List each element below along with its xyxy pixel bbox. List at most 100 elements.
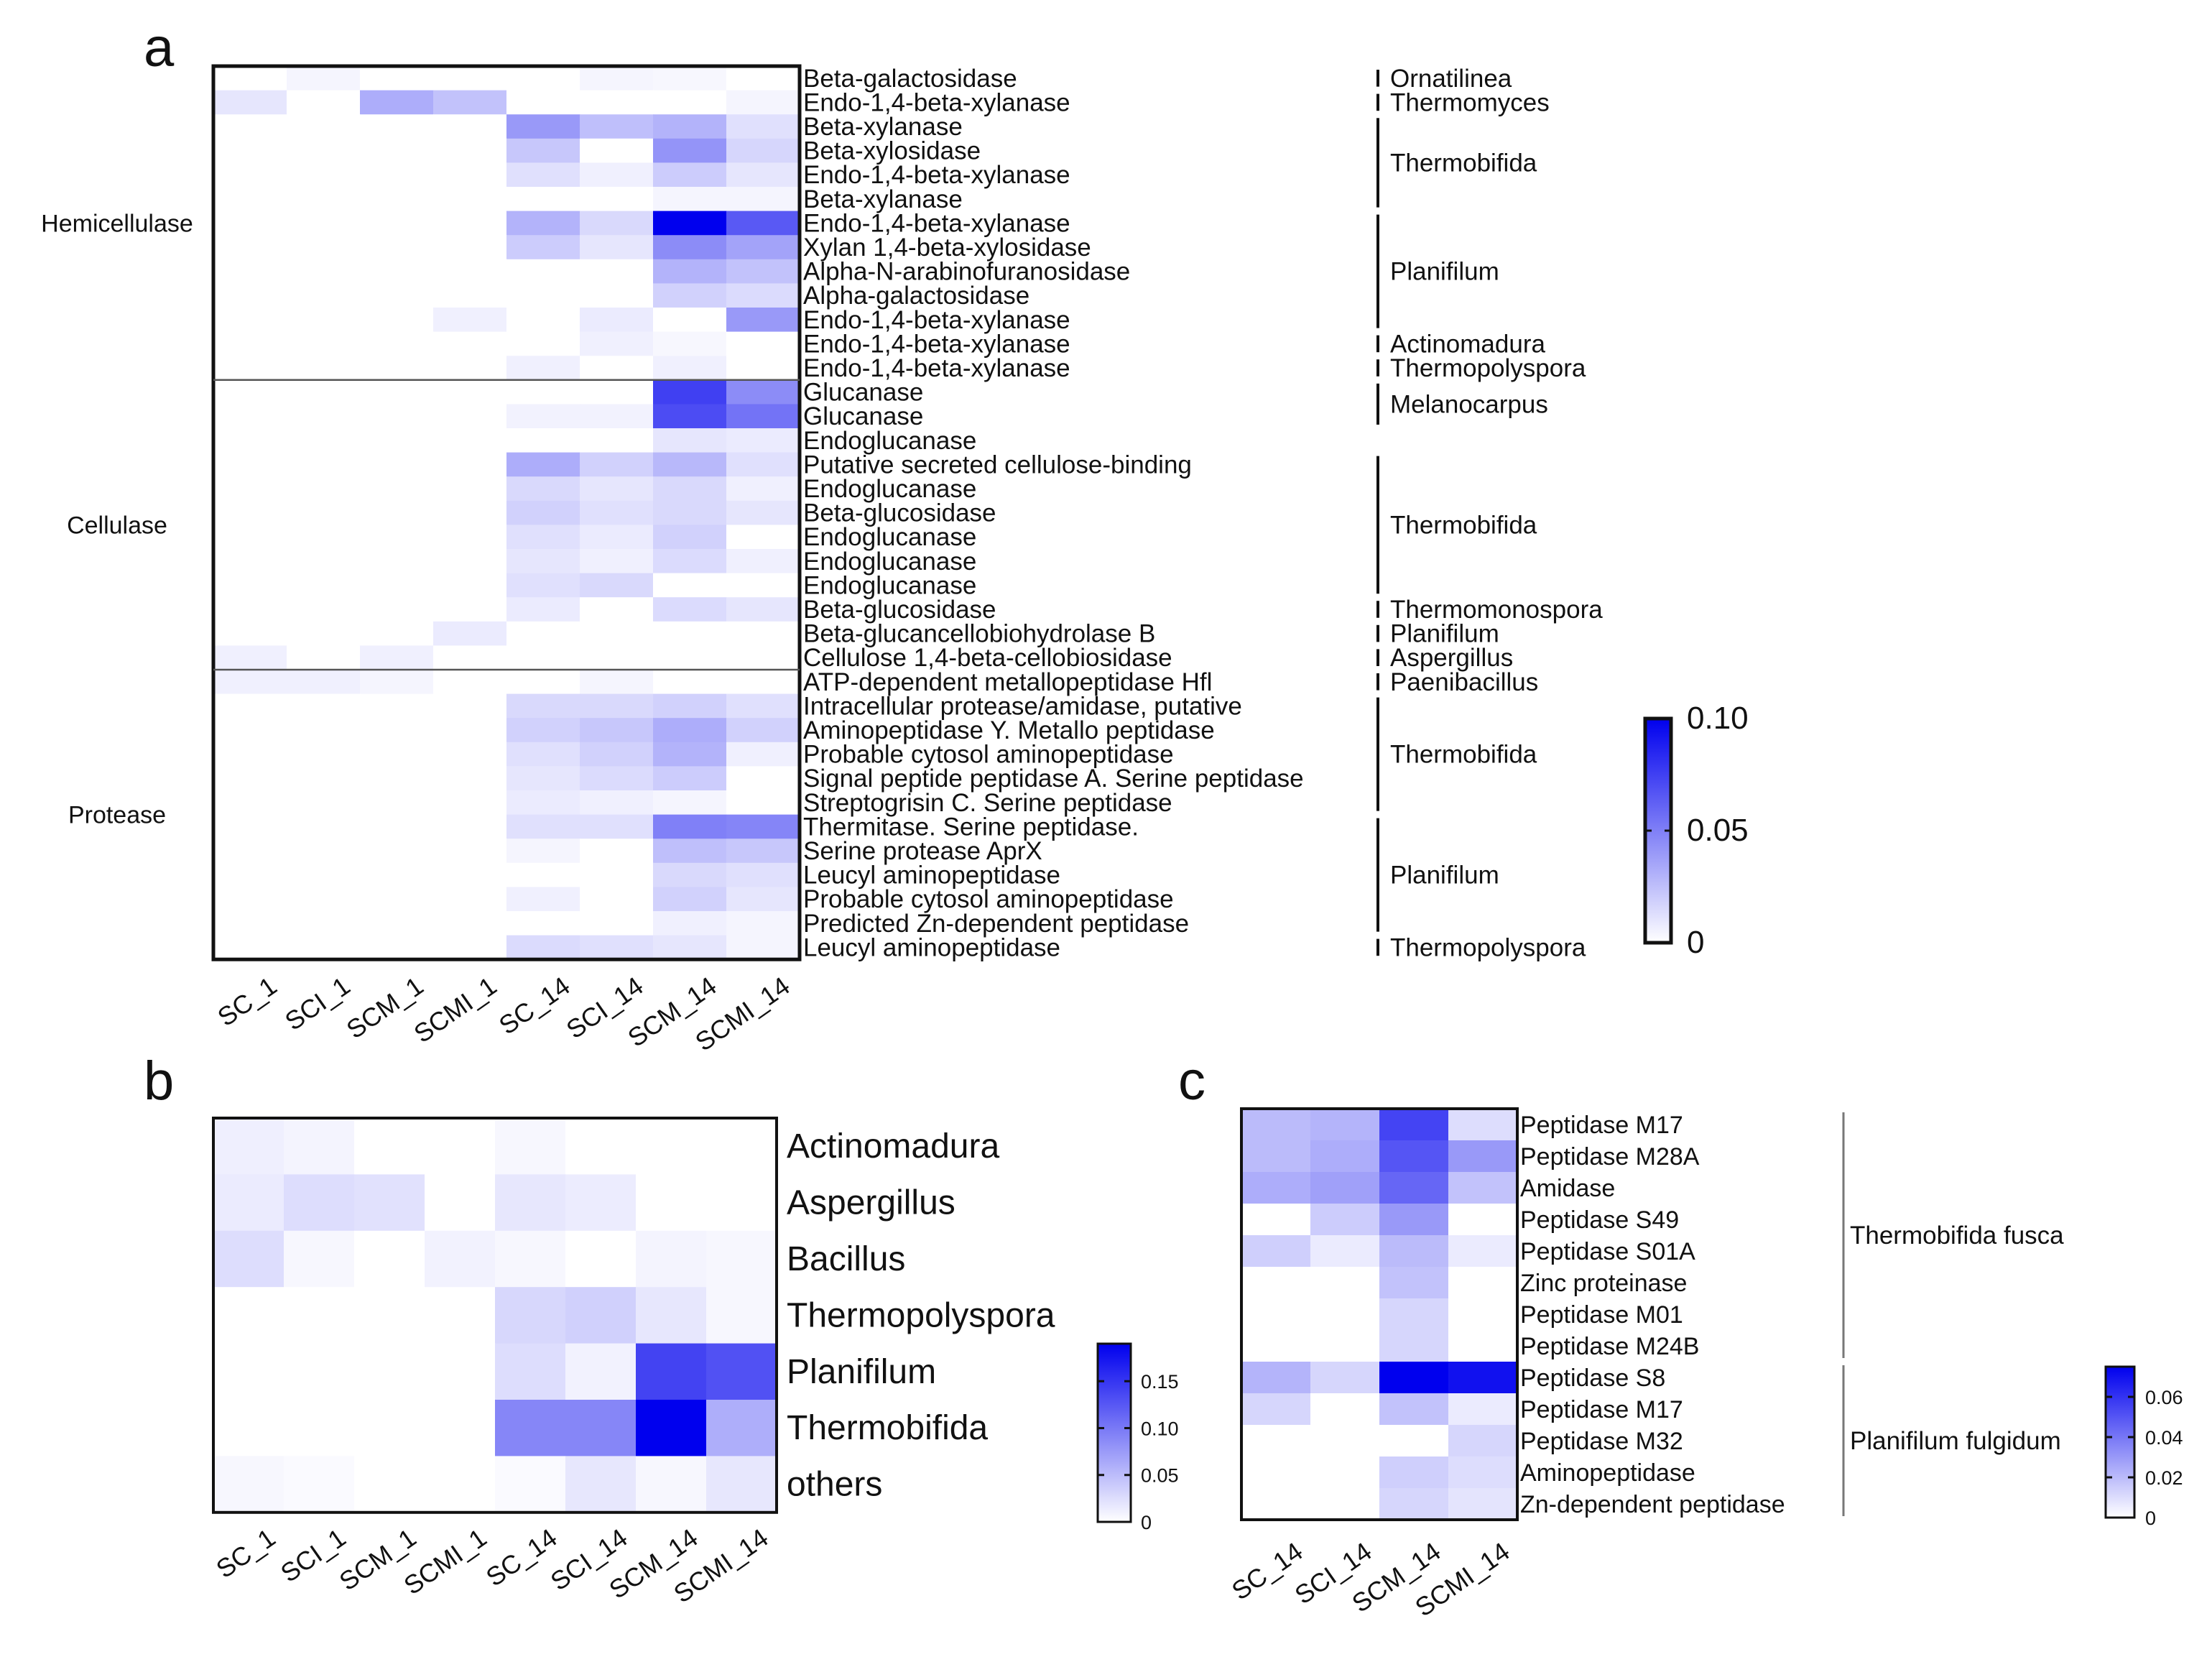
- heatmap-cell: [580, 211, 654, 236]
- heatmap-cell: [213, 259, 287, 284]
- heatmap-cell: [287, 549, 361, 574]
- heatmap-cell: [287, 862, 361, 887]
- heatmap-cell: [565, 1400, 637, 1456]
- colorbar: [2104, 1365, 2136, 1519]
- heatmap-cell: [580, 235, 654, 260]
- heatmap-cell: [1379, 1425, 1449, 1457]
- heatmap-cell: [433, 259, 507, 284]
- heatmap-cell: [495, 1287, 566, 1344]
- colorbar-tick-label: 0: [2145, 1508, 2156, 1529]
- heatmap-cell: [433, 452, 507, 477]
- heatmap-cell: [360, 138, 434, 163]
- heatmap-cell: [580, 138, 654, 163]
- heatmap-cell: [433, 114, 507, 139]
- heatmap-cell: [506, 356, 580, 381]
- heatmap-cell: [495, 1174, 566, 1232]
- heatmap-cell: [726, 766, 800, 791]
- heatmap-cell: [506, 138, 580, 163]
- heatmap-cell: [213, 839, 287, 864]
- heatmap-cell: [726, 814, 800, 839]
- heatmap-cell: [1448, 1140, 1518, 1173]
- row-label: Endoglucanase: [803, 548, 976, 576]
- heatmap-cell: [506, 597, 580, 622]
- heatmap-cell: [213, 283, 287, 308]
- row-label: Peptidase M24B: [1520, 1333, 1700, 1360]
- heatmap-cell: [287, 693, 361, 719]
- heatmap-cell: [213, 308, 287, 333]
- heatmap-cell: [433, 645, 507, 670]
- heatmap-cell: [213, 1118, 284, 1175]
- row-label: Planifilum: [787, 1353, 936, 1391]
- heatmap-cell: [1379, 1330, 1449, 1362]
- row-label: Peptidase S01A: [1520, 1238, 1695, 1265]
- panel-letter: c: [1178, 1051, 1206, 1112]
- heatmap-cell: [495, 1400, 566, 1456]
- heatmap-cell: [360, 645, 434, 670]
- heatmap-cell: [213, 138, 287, 163]
- row-label: Peptidase M01: [1520, 1301, 1683, 1329]
- heatmap-cell: [726, 138, 800, 163]
- x-tick-label: SC_1: [210, 1523, 280, 1584]
- heatmap-cell: [1241, 1172, 1311, 1204]
- heatmap-cell: [287, 162, 361, 188]
- heatmap-cell: [1310, 1393, 1380, 1426]
- heatmap-frame: [1240, 1107, 1519, 1521]
- heatmap-cell: [213, 766, 287, 791]
- heatmap-cell: [433, 500, 507, 525]
- row-label: Peptidase M28A: [1520, 1143, 1700, 1171]
- heatmap-cell: [636, 1230, 707, 1288]
- heatmap-cell: [653, 621, 727, 646]
- heatmap-cell: [354, 1343, 425, 1400]
- heatmap-cell: [506, 259, 580, 284]
- heatmap-cell: [653, 693, 727, 719]
- heatmap-cell: [506, 211, 580, 236]
- organism-label: Thermobifida fusca: [1850, 1222, 2064, 1250]
- organism-label: Planifilum fulgidum: [1850, 1427, 2061, 1455]
- heatmap-cell: [433, 476, 507, 502]
- heatmap-cell: [284, 1230, 355, 1288]
- row-label: Probable cytosol aminopeptidase: [803, 741, 1174, 769]
- heatmap-cell: [360, 887, 434, 912]
- heatmap-cell: [580, 814, 654, 839]
- heatmap-cell: [726, 114, 800, 139]
- heatmap-cell: [565, 1230, 637, 1288]
- heatmap-cell: [425, 1287, 496, 1344]
- row-label: Serine protease AprX: [803, 837, 1042, 865]
- heatmap-cell: [287, 476, 361, 502]
- heatmap-cell: [213, 379, 287, 405]
- row-label: Aspergillus: [787, 1184, 955, 1222]
- heatmap-cell: [726, 90, 800, 115]
- heatmap-cell: [360, 549, 434, 574]
- heatmap-cell: [506, 670, 580, 695]
- heatmap-cell: [580, 766, 654, 791]
- heatmap-cell: [1241, 1456, 1311, 1489]
- heatmap-cell: [726, 187, 800, 212]
- heatmap-cell: [580, 308, 654, 333]
- row-label: Intracellular protease/amidase, putative: [803, 692, 1242, 720]
- heatmap-cell: [1448, 1330, 1518, 1362]
- heatmap-cell: [433, 356, 507, 381]
- heatmap-cell: [433, 718, 507, 743]
- heatmap-cell: [425, 1343, 496, 1400]
- row-label: Bacillus: [787, 1240, 905, 1278]
- heatmap-cell: [726, 887, 800, 912]
- organism-label: Planifilum: [1390, 258, 1499, 286]
- row-label: Xylan 1,4-beta-xylosidase: [803, 234, 1091, 262]
- colorbar-tick-label: 0.05: [1141, 1465, 1179, 1487]
- heatmap-cell: [360, 573, 434, 598]
- organism-label: Thermobifida: [1390, 511, 1537, 539]
- colorbar-tick-label: 0.10: [1687, 701, 1749, 736]
- heatmap-cell: [433, 211, 507, 236]
- heatmap-cell: [213, 331, 287, 356]
- heatmap-cell: [636, 1174, 707, 1232]
- heatmap-cell: [213, 525, 287, 550]
- heatmap-cell: [425, 1400, 496, 1456]
- heatmap-cell: [1448, 1267, 1518, 1299]
- heatmap-cell: [287, 356, 361, 381]
- colorbar-tick-label: 0: [1141, 1512, 1152, 1533]
- heatmap-cell: [360, 742, 434, 767]
- heatmap-cell: [580, 379, 654, 405]
- heatmap-cell: [354, 1230, 425, 1288]
- heatmap-cell: [506, 525, 580, 550]
- heatmap-cell: [1379, 1235, 1449, 1268]
